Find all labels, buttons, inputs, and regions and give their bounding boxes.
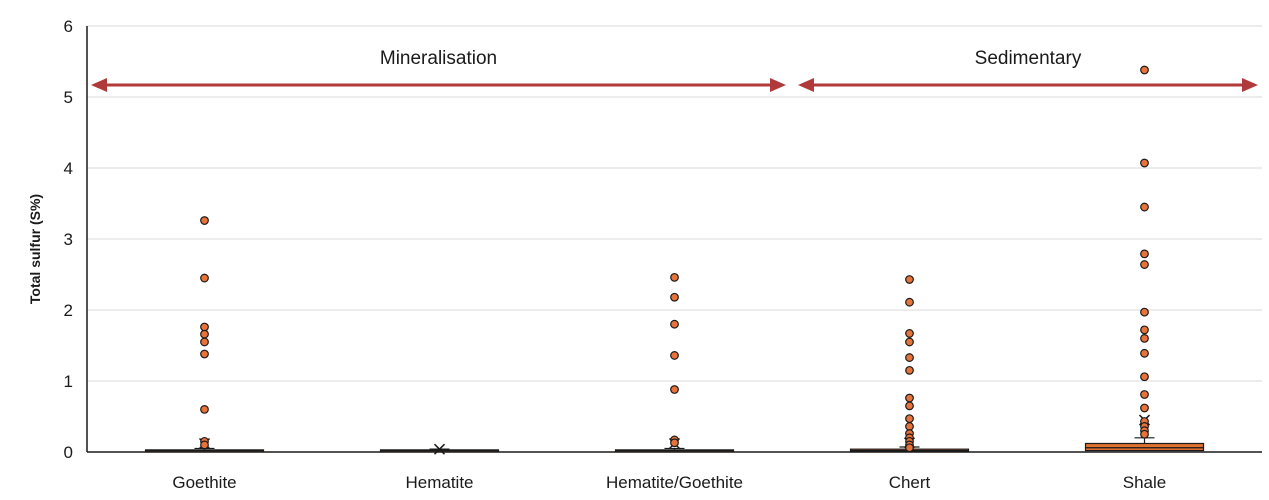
outlier-point [1140,65,1149,75]
outlier-point [670,292,679,302]
region-annotation: Mineralisation [91,48,786,92]
outlier-point [200,216,209,225]
annotation-arrowhead-left [91,78,107,92]
outlier-point [670,319,679,329]
annotation-arrowhead-right [1242,78,1258,92]
outlier-point [670,385,679,394]
y-tick-label: 0 [64,443,73,462]
outlier-point [905,422,914,431]
x-category-label: Goethite [172,473,236,492]
outlier-point [200,322,209,332]
outlier-point [905,443,914,453]
outlier-point [200,273,209,283]
y-axis-ticks: 0 1 2 3 4 5 6 [64,17,73,462]
outlier-point [1140,325,1149,335]
x-category-label: Chert [889,473,931,492]
outlier-point [1140,249,1149,259]
y-tick-label: 2 [64,301,73,320]
outlier-point [905,365,914,375]
annotation-arrowhead-left [798,78,814,92]
outlier-point [200,337,209,347]
outlier-point [905,393,914,403]
y-tick-label: 4 [64,159,73,178]
outlier-point [1140,348,1149,358]
x-category-label: Hematite [405,473,473,492]
annotation-label: Mineralisation [380,48,497,69]
y-tick-label: 1 [64,372,73,391]
y-tick-label: 5 [64,88,73,107]
outlier-point [905,297,914,307]
outlier-points [200,65,1149,453]
outlier-point [200,405,209,414]
outlier-point [1140,403,1149,413]
y-tick-label: 3 [64,230,73,249]
annotation-label: Sedimentary [975,48,1082,69]
x-category-label: Shale [1123,473,1166,492]
outlier-point [905,401,914,411]
outlier-point [670,351,679,360]
outlier-point [200,349,209,359]
outlier-point [1140,158,1149,168]
outlier-point [200,329,209,339]
outlier-point [200,440,209,450]
outlier-point [905,414,914,424]
outlier-point [905,275,914,284]
outlier-point [1140,202,1149,212]
outlier-point [670,272,679,282]
outlier-point [1140,334,1149,343]
gridlines [87,25,1262,382]
x-category-label: Hematite/Goethite [606,473,743,492]
outlier-point [1140,429,1149,439]
outlier-point [905,353,914,362]
outlier-point [1140,390,1149,399]
outlier-point [670,438,679,448]
x-axis-category-labels: Goethite Hematite Hematite/Goethite Chert Sh… [172,473,1166,492]
outlier-point [1140,260,1149,269]
box-iqr [1084,442,1205,452]
outlier-point [905,337,914,347]
region-annotation: Sedimentary [798,48,1258,92]
region-annotations: Mineralisation Sedimentary [91,48,1258,92]
boxes [144,414,1205,455]
y-tick-label: 6 [64,17,73,36]
y-axis-label: Total sulfur (S%) [27,194,43,304]
annotation-arrowhead-right [770,78,786,92]
outlier-point [1140,307,1149,317]
outlier-point [1140,372,1149,382]
outlier-point [905,329,914,338]
